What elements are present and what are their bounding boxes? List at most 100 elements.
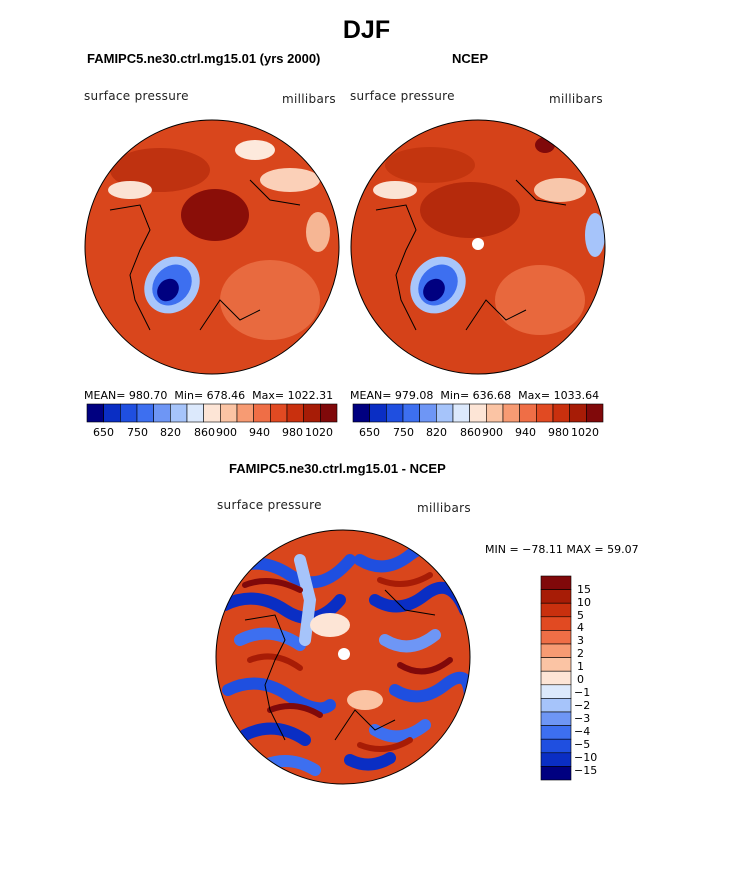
- ncep-colorbar-swatch-12: [552, 403, 570, 423]
- panel-title-ncep: NCEP: [452, 51, 489, 66]
- model-colorbar-swatch-3: [136, 403, 154, 423]
- model-tick-820: 820: [160, 426, 181, 439]
- diff-colorbar-swatch-10: [540, 711, 572, 726]
- model-tick-940: 940: [249, 426, 270, 439]
- ncep-tick-820: 820: [426, 426, 447, 439]
- panel-title-model: FAMIPC5.ne30.ctrl.mg15.01 (yrs 2000): [87, 51, 321, 66]
- model-tick-860: 860: [194, 426, 215, 439]
- diff-label-3: 4: [577, 621, 584, 634]
- diff-label-6: 1: [577, 660, 584, 673]
- model-tick-980: 980: [282, 426, 303, 439]
- ncep-min-label: Min=: [440, 389, 470, 402]
- model-colorbar-swatch-7: [203, 403, 221, 423]
- diff-colorbar-swatch-3: [540, 616, 572, 631]
- diff-colorbar-swatch-5: [540, 643, 572, 658]
- diff-label-8: −1: [574, 686, 591, 699]
- diff-variable-label: surface pressure: [217, 498, 322, 512]
- ncep-tick-650: 650: [359, 426, 380, 439]
- diff-colorbar-swatch-7: [540, 670, 572, 686]
- model-min-label: Min=: [174, 389, 204, 402]
- model-min-value: 678.46: [206, 389, 246, 402]
- ncep-colorbar-swatch-14: [586, 403, 604, 423]
- ncep-colorbar-swatch-3: [402, 403, 420, 423]
- model-colorbar-swatch-11: [270, 403, 288, 423]
- ncep-tick-940: 940: [515, 426, 536, 439]
- model-variable-label: surface pressure: [84, 89, 189, 103]
- diff-colorbar: [540, 575, 572, 781]
- ncep-pole-missing: [472, 238, 484, 250]
- diff-label-0: 15: [577, 583, 591, 596]
- diff-polar-map: [216, 530, 470, 784]
- diff-colorbar-swatch-8: [540, 684, 572, 699]
- diff-colorbar-swatch-14: [540, 766, 572, 781]
- diff-colorbar-swatch-0: [540, 575, 572, 590]
- diff-label-10: −3: [574, 712, 591, 725]
- ncep-tick-1020: 1020: [571, 426, 599, 439]
- diff-label-12: −5: [574, 738, 591, 751]
- model-stats: MEAN= 980.70 Min= 678.46 Max= 1022.31: [84, 389, 333, 402]
- ncep-mean-label: MEAN=: [350, 389, 392, 402]
- ncep-tick-980: 980: [548, 426, 569, 439]
- diff-label-4: 3: [577, 634, 584, 647]
- ncep-colorbar-swatch-13: [569, 403, 587, 423]
- ncep-map-border: [350, 119, 606, 375]
- model-tick-750: 750: [127, 426, 148, 439]
- ncep-units-label: millibars: [549, 92, 603, 106]
- diff-colorbar-swatch-6: [540, 657, 572, 672]
- ncep-colorbar: [352, 403, 604, 423]
- ncep-min-value: 636.68: [472, 389, 512, 402]
- ncep-colorbar-ticks: 650 750 820 860 900 940 980 1020: [0, 426, 733, 440]
- diff-panel-title: FAMIPC5.ne30.ctrl.mg15.01 - NCEP: [229, 461, 446, 476]
- diff-map-border: [215, 529, 471, 785]
- ncep-colorbar-swatch-9: [502, 403, 520, 423]
- model-colorbar-swatch-4: [153, 403, 171, 423]
- diff-colorbar-swatch-1: [540, 589, 572, 604]
- model-colorbar-swatch-1: [103, 403, 121, 423]
- ncep-tick-900: 900: [482, 426, 503, 439]
- ncep-variable-label: surface pressure: [350, 89, 455, 103]
- model-colorbar-swatch-2: [120, 403, 138, 423]
- model-colorbar-swatch-6: [186, 403, 204, 423]
- model-colorbar-swatch-12: [286, 403, 304, 423]
- diff-units-label: millibars: [417, 501, 471, 515]
- model-tick-1020: 1020: [305, 426, 333, 439]
- diff-colorbar-swatch-13: [540, 752, 572, 767]
- model-max-value: 1022.31: [287, 389, 334, 402]
- ncep-tick-750: 750: [393, 426, 414, 439]
- model-tick-650: 650: [93, 426, 114, 439]
- ncep-polar-map: [351, 120, 605, 374]
- diff-label-11: −4: [574, 725, 591, 738]
- model-tick-900: 900: [216, 426, 237, 439]
- model-polar-map: [85, 120, 339, 374]
- diff-pole-missing: [338, 648, 350, 660]
- model-units-label: millibars: [282, 92, 336, 106]
- diff-label-9: −2: [574, 699, 591, 712]
- diff-colorbar-swatch-9: [540, 698, 572, 713]
- ncep-tick-860: 860: [460, 426, 481, 439]
- ncep-colorbar-swatch-4: [419, 403, 437, 423]
- ncep-colorbar-swatch-10: [519, 403, 537, 423]
- diff-label-5: 2: [577, 647, 584, 660]
- ncep-colorbar-swatch-5: [436, 403, 454, 423]
- model-map-border: [84, 119, 340, 375]
- ncep-colorbar-swatch-2: [386, 403, 404, 423]
- ncep-max-label: Max=: [518, 389, 551, 402]
- ncep-colorbar-swatch-6: [452, 403, 470, 423]
- ncep-stats: MEAN= 979.08 Min= 636.68 Max= 1033.64: [350, 389, 599, 402]
- model-mean-label: MEAN=: [84, 389, 126, 402]
- diff-min-max: MIN = −78.11 MAX = 59.07: [485, 543, 639, 556]
- model-colorbar-swatch-10: [253, 403, 271, 423]
- diff-label-7: 0: [577, 673, 584, 686]
- model-colorbar-swatch-8: [220, 403, 238, 423]
- ncep-colorbar-swatch-0: [352, 403, 370, 423]
- model-colorbar-swatch-14: [320, 403, 338, 423]
- ncep-colorbar-swatch-7: [469, 403, 487, 423]
- diff-label-14: −15: [574, 764, 598, 777]
- model-colorbar-swatch-0: [86, 403, 104, 423]
- season-title: DJF: [342, 16, 391, 44]
- ncep-colorbar-swatch-8: [486, 403, 504, 423]
- diff-colorbar-swatch-12: [540, 738, 572, 754]
- diff-colorbar-swatch-2: [540, 602, 572, 618]
